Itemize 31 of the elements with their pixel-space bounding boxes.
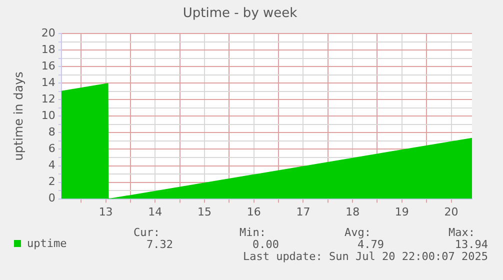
text: Max: [448,226,475,239]
y-tick-label: 8 [48,126,56,139]
text: 13.94 [454,238,488,251]
text: Cur: [134,226,160,239]
text: 4.79 [358,238,384,251]
y-tick-label: 0 [48,192,56,205]
text: Avg: [344,226,371,239]
x-tick-label: 16 [246,205,261,218]
x-tick-label: 13 [98,205,113,218]
text: Last update: Sun Jul 20 22:00:07 2025 [242,250,488,263]
chart-title: Uptime - by week [182,6,298,22]
y-tick-label: 2 [48,175,56,188]
x-tick-label: 20 [444,205,458,218]
y-tick-label: 10 [41,109,56,122]
text: Min: [240,226,266,239]
y-axis-title: uptime in days [11,72,26,161]
y-tick-label: 16 [41,60,56,72]
y-tick-label: 4 [48,158,56,172]
y-tick-label: 6 [48,142,56,156]
x-tick-label: 14 [148,205,162,218]
y-tick-label: 20 [41,26,56,40]
text: 7.32 [146,238,173,251]
x-tick-label: 19 [394,205,409,218]
y-tick-label: 12 [41,92,56,106]
x-tick-label: 15 [198,205,212,218]
y-tick-label: 14 [41,76,56,90]
legend-label: uptime [27,237,67,250]
x-tick-label: 18 [346,205,360,218]
y-tick-label: 18 [41,42,56,56]
x-tick-label: 17 [296,205,310,218]
text: 0.00 [252,238,279,251]
